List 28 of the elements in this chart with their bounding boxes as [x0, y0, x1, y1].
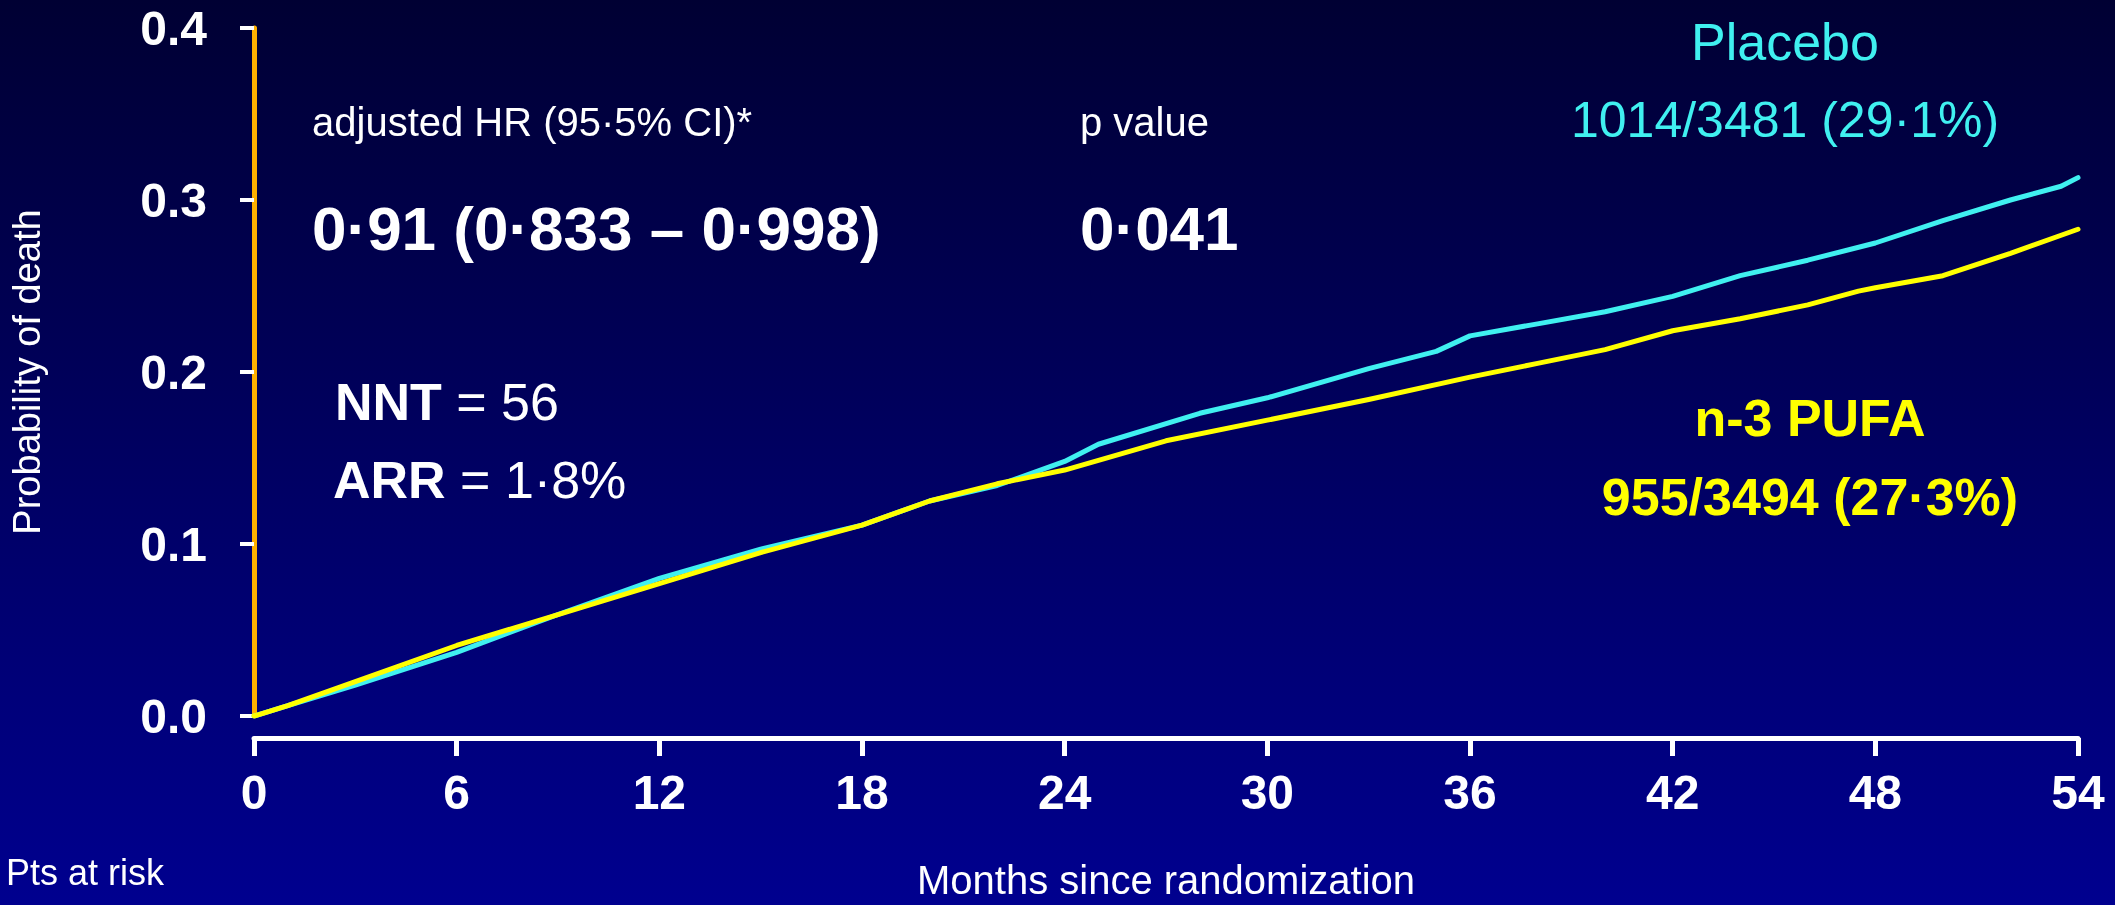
x-tick-label: 12 [632, 765, 687, 819]
x-tick-label: 54 [2051, 765, 2105, 819]
x-tick-label: 24 [1037, 765, 1092, 819]
annotation: 0·041 [1080, 193, 1239, 263]
annotation: 1014/3481 (29·1%) [1570, 92, 2000, 148]
annotation: p value [1080, 100, 1209, 144]
x-tick-label: 48 [1848, 765, 1903, 819]
y-tick-label: 0.2 [140, 345, 207, 399]
x-tick-label: 0 [240, 765, 268, 819]
annotation: ARR = 1·8% [333, 451, 627, 509]
text: Pts at risk [6, 851, 166, 893]
x-tick-label: 36 [1443, 765, 1497, 819]
annotation: adjusted HR (95·5% CI)* [312, 100, 753, 144]
x-tick-label: 18 [835, 765, 889, 819]
y-tick-label: 0.0 [140, 689, 207, 743]
y-tick-label: 0.4 [140, 1, 208, 55]
annotation: NNT = 56 [335, 373, 559, 431]
x-axis-title: Months since randomization [916, 858, 1416, 902]
y-tick-label: 0.1 [140, 517, 207, 571]
y-tick-label: 0.3 [140, 173, 207, 227]
annotation: 0·91 (0·833 – 0·998) [312, 193, 881, 263]
text: Placebo [1691, 13, 1879, 71]
x-tick-label: 42 [1645, 765, 1700, 819]
y-axis-title: Probability of death [6, 209, 48, 535]
annotation: 955/3494 (27·3%) [1601, 468, 2019, 526]
series-label: n-3 PUFA [1694, 389, 1926, 447]
x-tick-label: 6 [443, 765, 471, 819]
x-tick-label: 30 [1240, 765, 1295, 819]
